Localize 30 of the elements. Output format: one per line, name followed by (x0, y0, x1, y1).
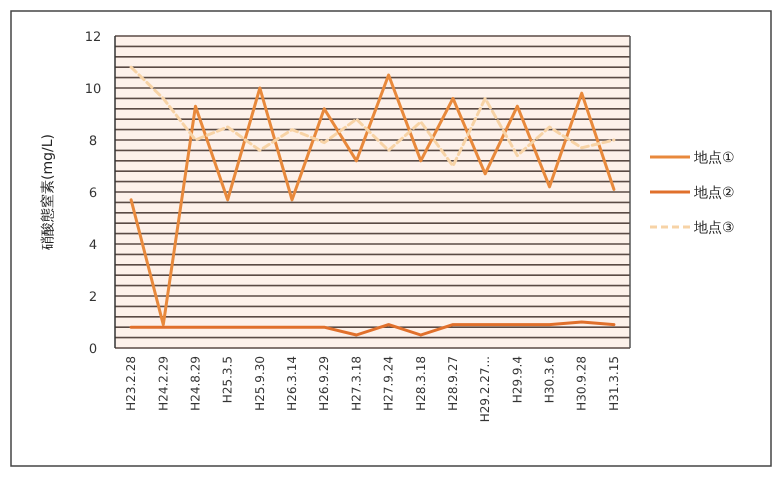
x-tick-label: H27.9.24 (382, 356, 396, 411)
x-tick-label: H25.3.5 (220, 356, 235, 404)
x-tick-label: H31.3.15 (606, 356, 621, 411)
x-tick-label: H24.8.29 (188, 356, 202, 411)
y-tick-label: 6 (88, 186, 98, 201)
legend-label: 地点① (693, 150, 735, 166)
x-tick-label: H23.2.28 (124, 356, 138, 411)
x-tick-label: H28.3.18 (414, 356, 428, 411)
line-series (130, 320, 616, 336)
x-tick-label: H30.9.28 (574, 356, 589, 411)
y-axis-title: 硝酸態窒素(mg/L) (40, 134, 56, 251)
x-tick-label: H28.9.27 (446, 356, 460, 411)
x-tick-label: H26.9.29 (317, 356, 332, 411)
legend-label: 地点② (693, 185, 735, 201)
line-series (130, 74, 616, 326)
x-tick-label: H25.9.30 (252, 356, 267, 411)
x-tick-label: H24.2.29 (156, 356, 170, 411)
y-tick-label: 10 (84, 82, 102, 97)
y-tick-label: 8 (88, 134, 98, 149)
legend-label: 地点③ (693, 220, 735, 236)
x-tick-label: H29.2.27... (478, 356, 492, 422)
x-tick-label: H26.3.14 (285, 356, 300, 411)
y-tick-label: 0 (88, 342, 98, 357)
x-tick-label: H30.3.6 (542, 356, 557, 404)
x-tick-label: H29.9.4 (510, 356, 524, 404)
y-tick-label: 12 (84, 30, 102, 45)
x-tick-label: H27.3.18 (349, 356, 364, 411)
y-tick-label: 4 (88, 238, 98, 253)
line-series (130, 66, 616, 168)
y-tick-label: 2 (88, 290, 98, 305)
